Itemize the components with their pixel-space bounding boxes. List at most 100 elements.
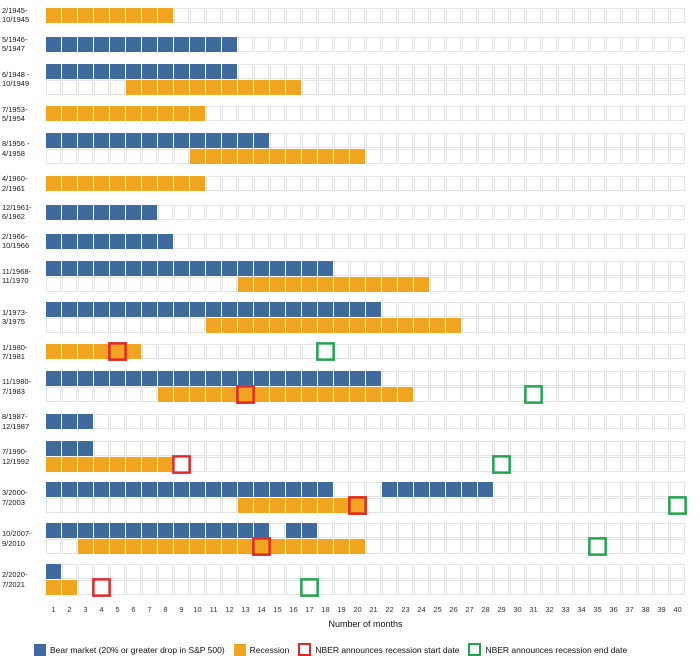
recession-swatch-icon	[233, 643, 246, 656]
period-label-line1: 11/1968-	[2, 266, 32, 276]
recession-cell	[334, 149, 349, 165]
bear-cell	[238, 301, 253, 317]
recession-cell	[46, 7, 61, 23]
grid-cell	[414, 344, 429, 360]
grid-cell	[478, 149, 493, 165]
grid-cell	[654, 523, 669, 538]
grid-cell	[670, 7, 685, 23]
recession-cell	[366, 317, 381, 333]
grid-cell	[606, 523, 621, 538]
bear-cell	[462, 482, 477, 497]
recession-cell	[174, 106, 189, 122]
period-label: 4/1960- 2/1961	[0, 174, 46, 193]
grid-cell	[270, 176, 285, 192]
grid-cell	[478, 371, 493, 387]
grid-cell	[382, 580, 397, 595]
bear-cell	[174, 523, 189, 538]
bear-cell	[174, 301, 189, 317]
recession-cell	[78, 106, 93, 122]
grid-cell	[254, 457, 269, 472]
grid-cell	[398, 498, 413, 513]
grid-cell	[222, 7, 237, 23]
grid-cell	[574, 204, 589, 220]
period-label: 10/2007- 9/2010	[0, 529, 46, 548]
grid-cell	[654, 457, 669, 472]
grid-cell	[638, 482, 653, 497]
grid-cell	[638, 539, 653, 554]
grid-cell	[334, 133, 349, 149]
grid-cell	[462, 441, 477, 456]
grid-cell	[558, 482, 573, 497]
grid-cell	[542, 441, 557, 456]
grid-cell	[430, 233, 445, 249]
grid-cell	[382, 233, 397, 249]
grid-cell	[414, 233, 429, 249]
grid-cell	[142, 498, 157, 513]
grid-cell	[510, 539, 525, 554]
bear-cell	[270, 301, 285, 317]
grid-cell	[446, 523, 461, 538]
grid-cell	[398, 301, 413, 317]
grid-cell	[398, 133, 413, 149]
grid-cell	[590, 580, 605, 595]
recession-cell	[206, 317, 221, 333]
grid-cell	[590, 260, 605, 276]
grid-cell	[126, 387, 141, 403]
grid-cell	[542, 498, 557, 513]
grid-cell	[110, 564, 125, 579]
grid-cell	[574, 276, 589, 292]
x-tick: 6	[131, 605, 136, 614]
grid-cell	[510, 523, 525, 538]
grid-cell	[558, 260, 573, 276]
grid-cell	[398, 36, 413, 52]
grid-cell	[350, 564, 365, 579]
grid-cell	[622, 539, 637, 554]
grid-cell	[286, 233, 301, 249]
period-row-1: 2/1945- 10/1945	[0, 6, 700, 25]
bear-cell	[158, 260, 173, 276]
grid-cell	[574, 149, 589, 165]
grid-cell	[574, 301, 589, 317]
grid-cell	[526, 106, 541, 122]
grid-cell	[286, 414, 301, 430]
period-label: 11/1980- 7/1983	[0, 377, 46, 396]
grid-cell	[334, 260, 349, 276]
grid-cell	[254, 176, 269, 192]
nber-end-marker	[316, 342, 335, 362]
grid-cell	[142, 441, 157, 456]
grid-cell	[334, 564, 349, 579]
grid-cell	[366, 344, 381, 360]
grid-cell	[510, 36, 525, 52]
recession-cell	[62, 106, 77, 122]
recession-cell	[398, 276, 413, 292]
period-row-6: 4/1960- 2/1961	[0, 174, 700, 193]
grid-cell	[462, 176, 477, 192]
grid-cell	[558, 133, 573, 149]
grid-cell	[558, 457, 573, 472]
recession-line	[46, 496, 687, 515]
recession-cell	[238, 149, 253, 165]
grid-cell	[62, 79, 77, 95]
period-label-line1: 6/1948 -	[2, 69, 30, 79]
period-lines	[46, 441, 685, 474]
recession-cell	[270, 149, 285, 165]
recession-cell	[110, 176, 125, 192]
grid-cell	[222, 176, 237, 192]
grid-cell	[654, 498, 669, 513]
recession-cell	[222, 317, 237, 333]
grid-cell	[190, 317, 205, 333]
bear-cell	[110, 371, 125, 387]
period-label: 7/1953- 5/1954	[0, 105, 46, 124]
bear-cell	[126, 371, 141, 387]
bear-cell	[190, 482, 205, 497]
recession-cell	[398, 387, 413, 403]
grid-cell	[462, 539, 477, 554]
bear-cell	[190, 36, 205, 52]
recession-cell	[446, 317, 461, 333]
grid-cell	[590, 344, 605, 360]
grid-cell	[414, 441, 429, 456]
grid-cell	[382, 36, 397, 52]
grid-cell	[574, 498, 589, 513]
bear-cell	[62, 482, 77, 497]
grid-cell	[350, 204, 365, 220]
